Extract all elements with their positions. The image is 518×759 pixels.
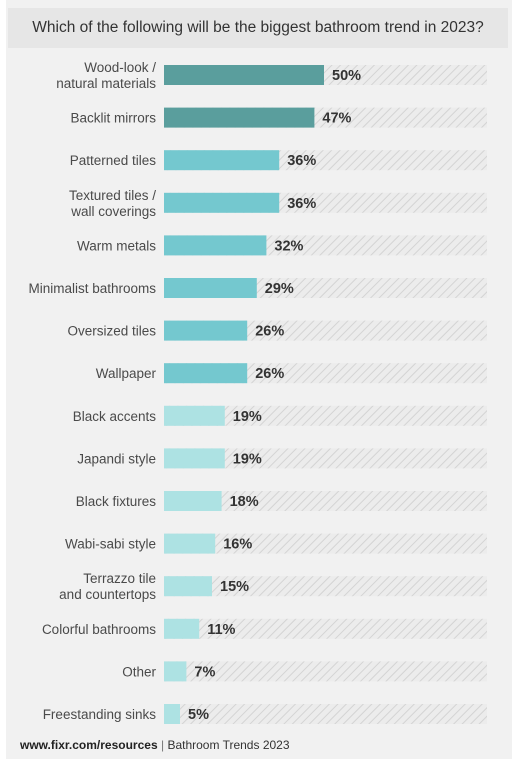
chart-title: Which of the following will be the bigge…	[8, 8, 508, 48]
bar	[164, 320, 248, 341]
category-label: Patterned tiles	[70, 153, 157, 168]
bar-track	[164, 448, 487, 469]
value-label: 50%	[332, 68, 361, 84]
bar-row: 16% Wabi-sabi style	[65, 533, 487, 554]
category-label: Other	[122, 664, 156, 679]
category-label: Wallpaper	[96, 366, 157, 381]
bar	[164, 363, 248, 384]
category-label: Warm metals	[77, 238, 156, 253]
category-label: Freestanding sinks	[43, 707, 157, 722]
bar	[164, 107, 315, 128]
bar-row: 32% Warm metals	[77, 235, 487, 256]
bar	[164, 491, 222, 511]
bar	[164, 150, 280, 171]
category-label: Japandi style	[77, 451, 156, 466]
value-label: 11%	[207, 622, 235, 638]
bar	[164, 278, 257, 298]
value-label: 32%	[274, 238, 303, 254]
value-label: 36%	[287, 153, 316, 169]
chart-frame: Which of the following will be the bigge…	[6, 0, 512, 759]
bar	[164, 576, 212, 597]
value-label: 5%	[188, 707, 209, 723]
bar-row: 5% Freestanding sinks	[43, 704, 487, 724]
bar-row: 26% Wallpaper	[96, 363, 487, 384]
bar	[164, 192, 280, 213]
bar-row: 50% Wood-look /natural materials	[56, 60, 487, 91]
bar	[164, 661, 187, 682]
category-label: Textured tiles /	[69, 188, 156, 203]
bar-row: 19% Japandi style	[77, 448, 487, 469]
value-label: 26%	[255, 366, 284, 382]
value-label: 36%	[287, 196, 316, 212]
value-label: 18%	[230, 494, 259, 510]
category-label: wall coverings	[70, 204, 156, 219]
bar	[164, 618, 200, 639]
value-label: 16%	[223, 537, 252, 553]
footer-separator: |	[160, 738, 165, 752]
bar-chart: 50% Wood-look /natural materials 47% Backli…	[28, 60, 487, 724]
category-label: Oversized tiles	[67, 324, 156, 339]
value-label: 19%	[233, 451, 262, 467]
bar-row: 47% Backlit mirrors	[70, 107, 487, 128]
source-link[interactable]: www.fixr.com/resources	[20, 738, 158, 752]
bar	[164, 704, 180, 724]
bar	[164, 235, 267, 256]
value-label: 26%	[255, 324, 284, 340]
bar-row: 11% Colorful bathrooms	[42, 618, 487, 639]
bar-track	[164, 618, 487, 639]
bar-row: 18% Black fixtures	[76, 491, 487, 511]
bar-track	[164, 405, 487, 426]
footer-text: Bathroom Trends 2023	[167, 738, 290, 752]
category-label: Black accents	[73, 409, 157, 424]
category-label: Wood-look /	[84, 60, 156, 75]
bar	[164, 533, 216, 554]
value-label: 7%	[194, 664, 215, 680]
category-label: Minimalist bathrooms	[28, 281, 156, 296]
category-label: and countertops	[59, 587, 156, 602]
bar-track	[164, 491, 487, 511]
category-label: Backlit mirrors	[70, 111, 156, 126]
bar	[164, 448, 225, 469]
bar-track	[164, 533, 487, 554]
value-label: 29%	[265, 281, 294, 297]
bar-row: 36% Patterned tiles	[70, 150, 487, 171]
value-label: 15%	[220, 579, 249, 595]
bar-track	[164, 576, 487, 597]
bar-row: 29% Minimalist bathrooms	[28, 278, 487, 298]
value-label: 47%	[322, 111, 351, 127]
value-label: 19%	[233, 409, 262, 425]
bar-row: 26% Oversized tiles	[67, 320, 487, 341]
bar-track	[164, 661, 487, 682]
category-label: natural materials	[56, 76, 156, 91]
bar-row: 7% Other	[122, 661, 487, 682]
bar-row: 19% Black accents	[73, 405, 487, 426]
category-label: Wabi-sabi style	[65, 537, 156, 552]
category-label: Terrazzo tile	[83, 571, 156, 586]
bar-track	[164, 704, 487, 724]
category-label: Colorful bathrooms	[42, 622, 156, 637]
category-label: Black fixtures	[76, 494, 157, 509]
bar	[164, 405, 225, 426]
bar-row: 36% Textured tiles /wall coverings	[69, 188, 487, 219]
bar	[164, 65, 324, 85]
footer: www.fixr.com/resources | Bathroom Trends…	[20, 738, 290, 752]
